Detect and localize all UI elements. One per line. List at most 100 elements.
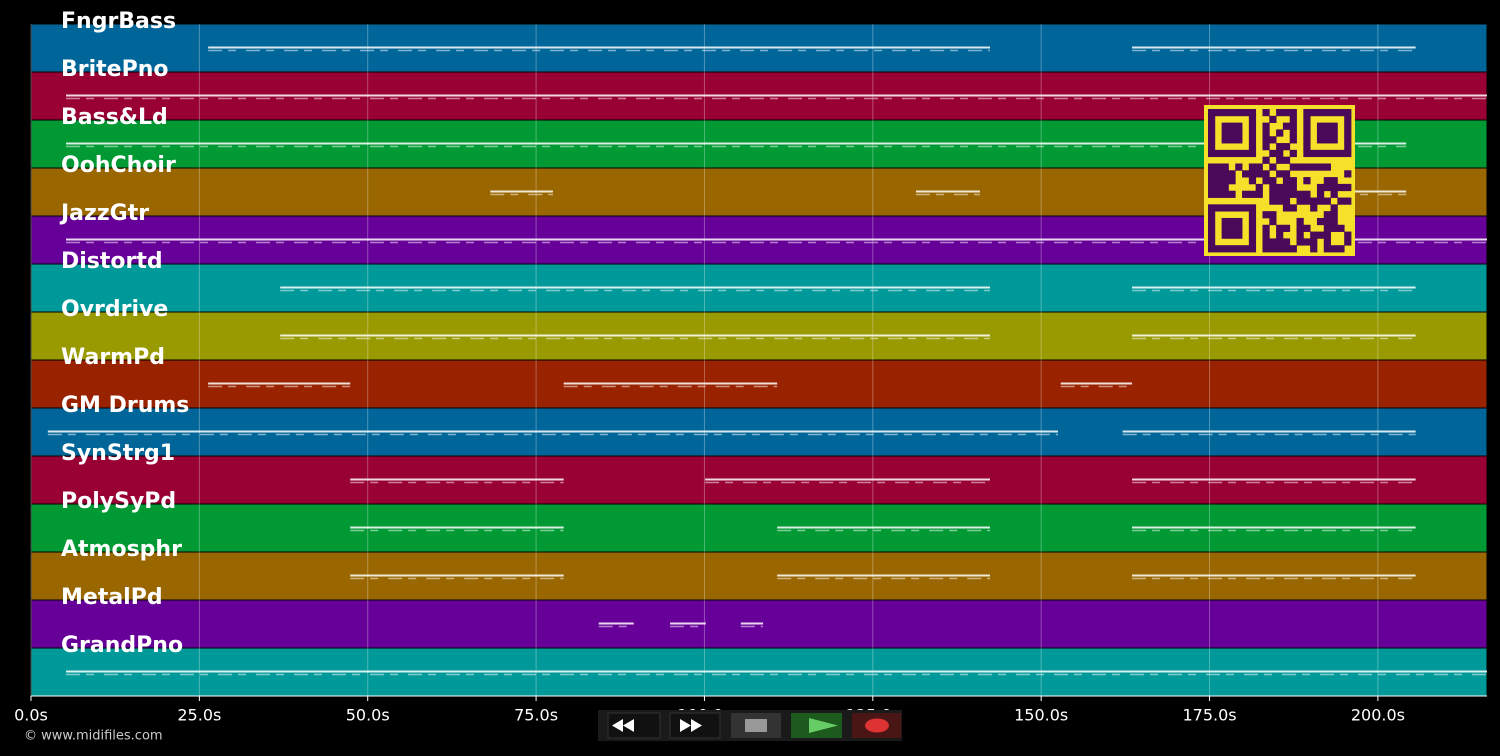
qr-module	[1337, 183, 1345, 192]
qr-module	[1269, 115, 1277, 124]
qr-module	[1276, 238, 1284, 246]
qr-module	[1255, 183, 1263, 192]
qr-module	[1323, 109, 1331, 117]
qr-module	[1221, 177, 1229, 185]
qr-module	[1289, 190, 1297, 198]
qr-module	[1208, 177, 1216, 185]
qr-module	[1235, 149, 1243, 158]
track-name: GrandPno	[61, 633, 183, 658]
qr-module	[1303, 197, 1311, 205]
notes	[47, 46, 1488, 676]
qr-module	[1235, 231, 1243, 239]
grid	[30, 24, 1379, 696]
qr-module	[1330, 190, 1338, 198]
qr-module	[1323, 163, 1331, 171]
qr-module	[1242, 190, 1250, 198]
qr-module	[1289, 245, 1297, 253]
qr-module	[1316, 109, 1325, 117]
track-name: MetalPd	[61, 585, 163, 610]
qr-module	[1289, 136, 1297, 144]
qr-module	[1248, 163, 1257, 171]
qr-module	[1330, 211, 1338, 219]
qr-module	[1276, 231, 1284, 239]
qr-module	[1228, 224, 1236, 232]
track-name: WarmPd	[61, 345, 165, 370]
qr-module	[1310, 245, 1318, 253]
qr-module	[1296, 217, 1304, 226]
qr-module	[1255, 163, 1263, 171]
qr-module	[1276, 190, 1284, 198]
qr-module	[1303, 143, 1311, 151]
qr-module	[1208, 143, 1216, 151]
qr-module	[1248, 224, 1257, 232]
qr-module	[1214, 149, 1223, 158]
qr-module	[1344, 170, 1352, 178]
qr-module	[1289, 122, 1297, 130]
qr-module	[1310, 204, 1318, 212]
qr-module	[1262, 245, 1270, 253]
qr-module	[1303, 177, 1311, 185]
qr-module	[1310, 149, 1318, 158]
qr-module	[1228, 122, 1236, 130]
qr-module	[1296, 163, 1304, 171]
play-button[interactable]	[791, 713, 842, 738]
fast-forward-button[interactable]	[669, 712, 721, 739]
qr-module	[1296, 197, 1304, 205]
x-tick-label: 175.0s	[1182, 706, 1236, 725]
track-name: JazzGtr	[59, 201, 149, 226]
qr-module	[1228, 136, 1236, 144]
qr-module	[1208, 170, 1216, 178]
qr-module	[1255, 190, 1263, 198]
qr-module	[1221, 183, 1229, 192]
qr-module	[1262, 156, 1270, 164]
qr-module	[1276, 183, 1284, 192]
qr-module	[1344, 129, 1352, 137]
rewind-button[interactable]	[607, 712, 661, 739]
qr-module	[1221, 224, 1229, 232]
qr-module	[1330, 122, 1338, 130]
qr-module	[1276, 149, 1284, 158]
qr-module	[1248, 177, 1257, 185]
qr-module	[1235, 204, 1243, 212]
qr-module	[1248, 190, 1257, 198]
note-span	[777, 526, 990, 529]
note-span	[1132, 286, 1416, 289]
qr-module	[1303, 238, 1311, 246]
qr-module	[1316, 231, 1325, 239]
qr-module	[1344, 231, 1352, 239]
qr-module	[1344, 183, 1352, 192]
qr-module	[1316, 183, 1325, 192]
qr-module	[1208, 204, 1216, 212]
qr-module	[1221, 217, 1229, 226]
qr-module	[1337, 109, 1345, 117]
qr-module	[1289, 204, 1297, 212]
qr-module	[1262, 170, 1270, 178]
track-name: FngrBass	[61, 9, 176, 34]
qr-module	[1208, 129, 1216, 137]
note-span	[1132, 478, 1416, 481]
qr-module	[1344, 136, 1352, 144]
qr-module	[1208, 224, 1216, 232]
qr-module	[1276, 224, 1284, 232]
stop-button[interactable]	[731, 713, 781, 738]
qr-module	[1282, 177, 1291, 185]
qr-module	[1214, 109, 1223, 117]
note-span	[47, 430, 1059, 433]
qr-module	[1330, 136, 1338, 144]
qr-module	[1228, 149, 1236, 158]
qr-module	[1248, 204, 1257, 212]
note-span	[66, 670, 1488, 673]
qr-module	[1248, 129, 1257, 137]
note-span	[280, 286, 990, 289]
qr-module	[1262, 177, 1270, 185]
qr-module	[1344, 115, 1352, 124]
qr-module	[1323, 245, 1331, 253]
record-button[interactable]	[852, 713, 901, 738]
qr-module	[1310, 238, 1318, 246]
qr-module	[1235, 163, 1243, 171]
qr-module	[1242, 170, 1250, 178]
qr-module	[1208, 115, 1216, 124]
qr-module	[1310, 109, 1318, 117]
qr-module	[1337, 149, 1345, 158]
qr-module	[1228, 129, 1236, 137]
